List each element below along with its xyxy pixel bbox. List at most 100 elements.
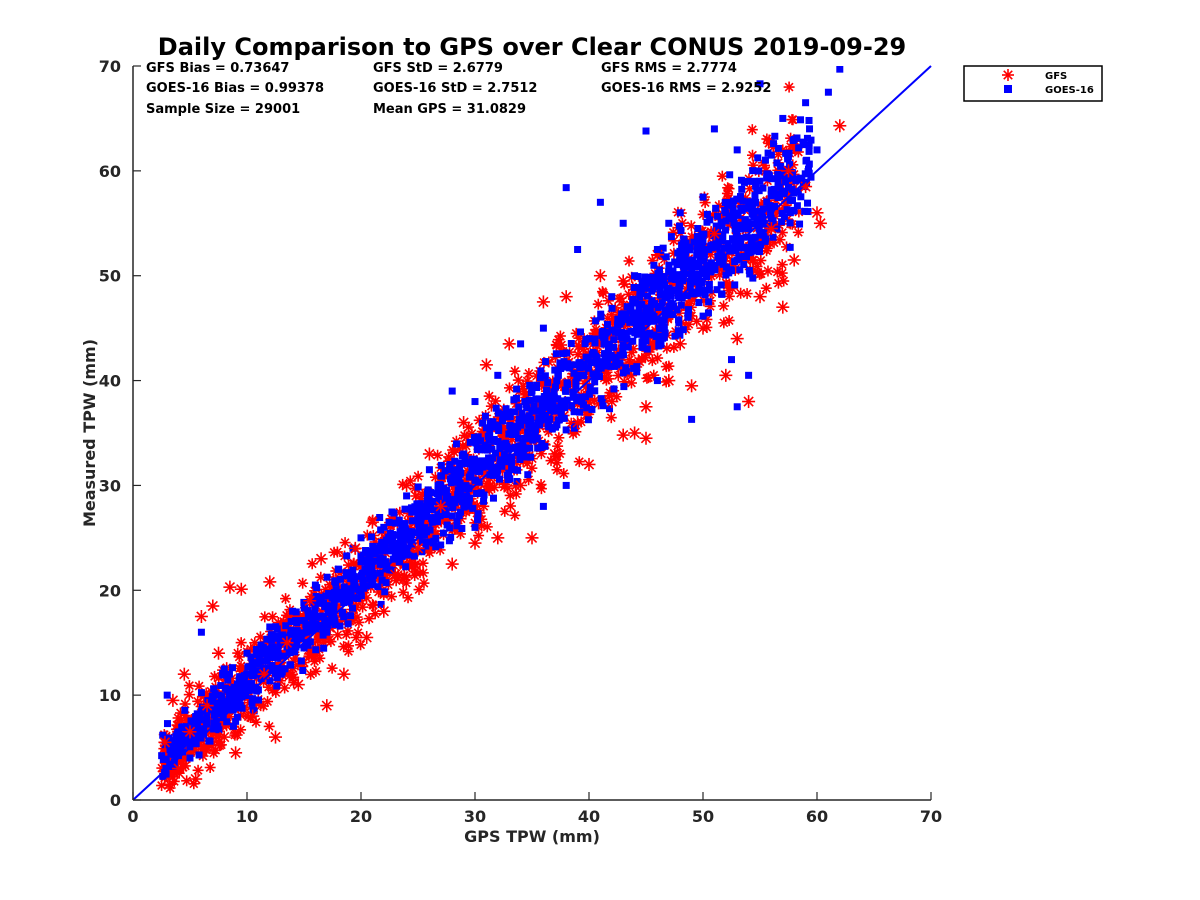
goes16-point [285, 647, 293, 655]
goes16-point [321, 616, 329, 624]
goes16-point [779, 172, 787, 180]
goes16-point [367, 533, 375, 541]
goes16-point [676, 282, 684, 290]
goes16-point [773, 159, 781, 167]
goes16-point [733, 256, 741, 264]
goes16-point [688, 289, 696, 297]
goes16-point [551, 395, 559, 403]
goes16-point [637, 311, 645, 319]
goes16-point [285, 642, 293, 650]
goes16-point [745, 371, 753, 379]
gfs-point [771, 266, 783, 278]
goes16-point [627, 327, 635, 335]
goes16-point [225, 704, 233, 712]
goes16-point [320, 644, 328, 652]
gfs-point [707, 227, 721, 241]
gfs-point [504, 489, 516, 501]
goes16-point [567, 340, 575, 348]
goes16-point [214, 722, 222, 730]
gfs-point [559, 290, 573, 304]
goes16-point [453, 522, 461, 530]
gfs-point [755, 255, 767, 267]
stat-gfs-rms: GFS RMS = 2.7774 [601, 61, 737, 76]
gfs-point [297, 577, 309, 589]
goes16-point [564, 381, 572, 389]
goes16-point [745, 225, 753, 233]
goes16-point [471, 398, 479, 406]
goes16-point [550, 388, 558, 396]
goes16-point [178, 740, 186, 748]
goes16-point [802, 99, 810, 107]
goes16-point [388, 508, 396, 516]
goes16-point [784, 183, 792, 191]
goes16-point [592, 373, 600, 381]
goes16-point [562, 184, 570, 192]
gfs-point [723, 315, 735, 327]
goes16-point [293, 619, 301, 627]
goes16-point [644, 292, 652, 300]
gfs-point [409, 570, 421, 582]
gfs-point [229, 746, 243, 760]
goes16-point [680, 260, 688, 268]
goes16-point [717, 281, 725, 289]
gfs-point [558, 468, 570, 480]
goes16-point [515, 415, 523, 423]
gfs-point [479, 358, 493, 372]
goes16-point [705, 280, 713, 288]
goes16-point [276, 665, 284, 673]
goes16-point [632, 317, 640, 325]
goes16-point [466, 494, 474, 502]
gfs-point [639, 400, 653, 414]
goes16-point [189, 726, 197, 734]
goes16-point [249, 670, 257, 678]
goes16-point [461, 460, 469, 468]
goes16-point [547, 407, 555, 415]
goes16-point [544, 392, 552, 400]
goes16-point [517, 421, 525, 429]
goes16-point [601, 350, 609, 358]
goes16-point [354, 594, 362, 602]
goes16-point [297, 657, 305, 665]
goes16-point [414, 529, 422, 537]
goes16-point [446, 475, 454, 483]
goes16-point [586, 384, 594, 392]
x-tick-label: 40 [578, 807, 600, 826]
gfs-point [234, 582, 248, 596]
goes16-point [582, 393, 590, 401]
gfs-point [685, 379, 699, 393]
goes16-point [790, 135, 798, 143]
gfs-point [192, 764, 204, 776]
goes16-point [774, 177, 782, 185]
goes16-point [186, 754, 194, 762]
goes16-point [551, 383, 559, 391]
goes16-point [703, 266, 711, 274]
goes16-point [755, 225, 763, 233]
legend-gfs-asterisk [1002, 69, 1014, 81]
goes16-point [731, 281, 739, 289]
goes16-point [603, 320, 611, 328]
goes16-point [671, 332, 679, 340]
goes16-point [786, 196, 794, 204]
goes16-point [566, 364, 574, 372]
goes16-point [635, 307, 643, 315]
gfs-point [158, 735, 172, 749]
goes16-point [600, 340, 608, 348]
goes16-point [342, 598, 350, 606]
gfs-point [339, 537, 351, 549]
goes16-point [665, 268, 673, 276]
gfs-point [719, 368, 733, 382]
gfs-point [615, 292, 627, 304]
gfs-point [279, 682, 291, 694]
goes16-point [203, 720, 211, 728]
goes16-point [290, 644, 298, 652]
goes16-point [474, 510, 482, 518]
goes16-point [618, 318, 626, 326]
goes16-point [170, 751, 178, 759]
goes16-point [344, 585, 352, 593]
gfs-point [648, 369, 660, 381]
goes16-point [474, 433, 482, 441]
gfs-point [457, 440, 469, 452]
goes16-point [780, 190, 788, 198]
goes16-point [451, 457, 459, 465]
goes16-point [559, 403, 567, 411]
